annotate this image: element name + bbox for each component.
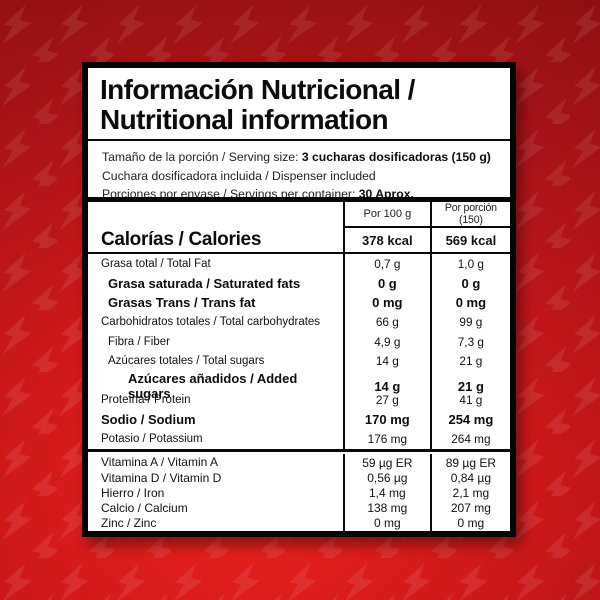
table-row-fiber: Fibra / Fiber 4,9 g 7,3 g xyxy=(88,332,510,352)
calories-per-serving: 569 kcal xyxy=(429,228,510,252)
table-row-protein: Proteína / Protein 27 g 41 g xyxy=(88,390,510,410)
table-row-zinc: Zinc / Zinc 0 mg 0 mg xyxy=(88,515,510,532)
table-row-total-sugars: Azúcares totales / Total sugars 14 g 21 … xyxy=(88,351,510,371)
nutrition-label: Información Nutricional / Nutritional in… xyxy=(82,62,516,537)
title-line-spanish: Información Nutricional / xyxy=(100,74,415,105)
title-line-english: Nutritional information xyxy=(100,104,389,135)
calories-label: Calorías / Calories xyxy=(101,229,262,250)
serving-size-row: Tamaño de la porción / Serving size: 3 c… xyxy=(102,148,496,167)
table-row-calcium: Calcio / Calcium 138 mg 207 mg xyxy=(88,500,510,516)
section-divider-bar xyxy=(88,197,510,202)
header-per-100g: Por 100 g xyxy=(342,202,430,228)
vitamins-section: Vitamina A / Vitamin A 59 µg ER 89 µg ER… xyxy=(88,449,510,532)
serving-info: Tamaño de la porción / Serving size: 3 c… xyxy=(88,141,510,201)
table-row-saturated-fat: Grasa saturada / Saturated fats 0 g 0 g xyxy=(88,273,510,293)
table-row-vitamin-d: Vitamina D / Vitamin D 0,56 µg 0,84 µg xyxy=(88,470,510,486)
column-header-row: Por 100 g Por porción (150) xyxy=(88,202,510,228)
dispenser-label: Cuchara dosificadora incluida / Dispense… xyxy=(102,168,376,183)
calories-per-100g: 378 kcal xyxy=(342,228,430,252)
table-row-total-fat: Grasa total / Total Fat 0,7 g 1,0 g xyxy=(88,254,510,274)
table-row-iron: Hierro / Iron 1,4 mg 2,1 mg xyxy=(88,485,510,501)
serving-size-value: 3 cucharas dosificadoras (150 g) xyxy=(301,150,491,164)
table-row-vitamin-a: Vitamina A / Vitamin A 59 µg ER 89 µg ER xyxy=(88,454,510,471)
serving-size-label: Tamaño de la porción / Serving size: xyxy=(102,150,302,164)
table-row-potassium: Potasio / Potassium 176 mg 264 mg xyxy=(88,429,510,449)
table-row-added-sugars: Azúcares añadidos / Added sugars 14 g 21… xyxy=(88,371,510,401)
dispenser-row: Cuchara dosificadora incluida / Dispense… xyxy=(102,167,496,186)
nutrition-table: Por 100 g Por porción (150) Calorías / C… xyxy=(88,202,510,532)
header-per-serving: Por porción (150) xyxy=(429,202,510,228)
table-row-carbohydrates: Carbohidratos totales / Total carbohydra… xyxy=(88,312,510,332)
label-title: Información Nutricional / Nutritional in… xyxy=(88,68,510,141)
table-row-sodium: Sodio / Sodium 170 mg 254 mg xyxy=(88,410,510,430)
table-row-trans-fat: Grasas Trans / Trans fat 0 mg 0 mg xyxy=(88,293,510,313)
calories-row: Calorías / Calories 378 kcal 569 kcal xyxy=(88,228,510,254)
